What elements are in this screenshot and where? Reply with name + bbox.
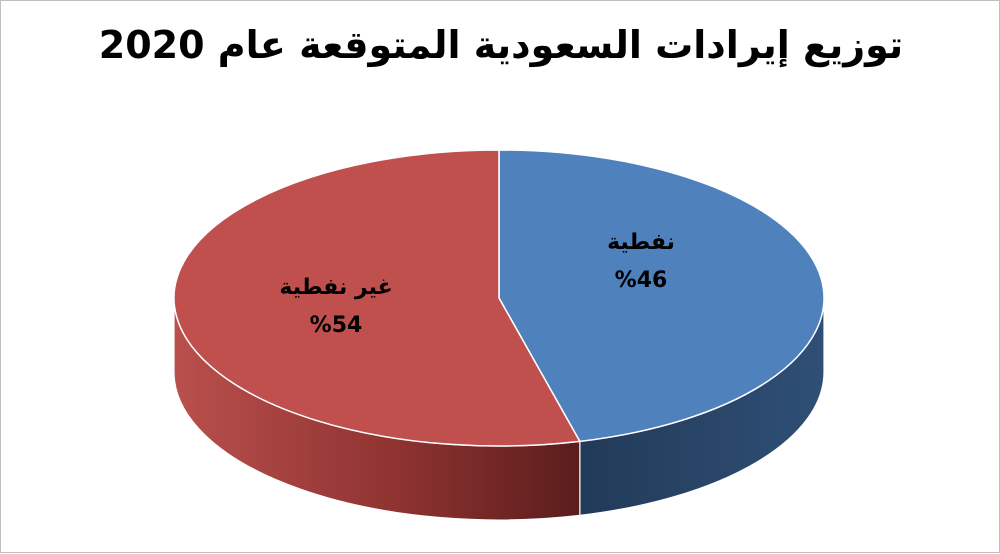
pie-labels: نفطية %46 غير نفطية %54 (279, 230, 675, 338)
slice-label-nonoil-value: %54 (310, 313, 363, 338)
slice-top-1 (173, 149, 581, 447)
slice-top-0 (498, 149, 825, 443)
slice-label-oil-name: نفطية (607, 230, 675, 255)
chart-title: توزيع إيرادات السعودية المتوقعة عام 2020 (98, 23, 904, 67)
slice-label-oil-value: %46 (615, 268, 668, 293)
slice-label-nonoil-name: غير نفطية (279, 275, 392, 300)
pie-slices (173, 149, 825, 521)
